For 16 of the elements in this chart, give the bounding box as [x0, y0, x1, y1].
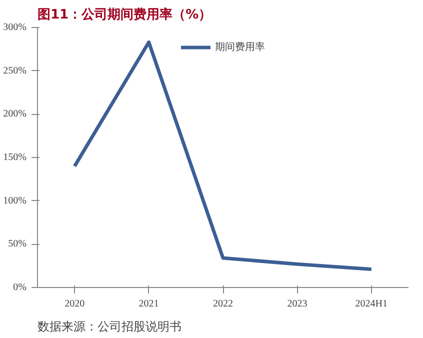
line-series [72, 40, 374, 272]
y-tick-label: 50% [8, 238, 27, 250]
chart-title: 图11：公司期间费用率（%） [38, 6, 212, 22]
source-note: 数据来源：公司招股说明书 [38, 320, 182, 334]
x-tick-label: 2023 [287, 298, 308, 310]
y-tick-label: 250% [3, 65, 27, 76]
y-tick-label: 300% [3, 22, 27, 33]
x-tick-label: 2022 [213, 298, 233, 310]
y-tick-label: 0% [13, 282, 27, 293]
y-tick-label: 100% [3, 195, 27, 206]
y-tick-label: 150% [3, 152, 27, 163]
y-tick-label: 200% [3, 108, 27, 120]
x-tick-label: 2020 [64, 298, 85, 310]
x-tick-label: 2021 [138, 298, 159, 310]
legend-label: 期间费用率 [215, 40, 265, 54]
x-tick-label: 2024H1 [355, 298, 388, 310]
